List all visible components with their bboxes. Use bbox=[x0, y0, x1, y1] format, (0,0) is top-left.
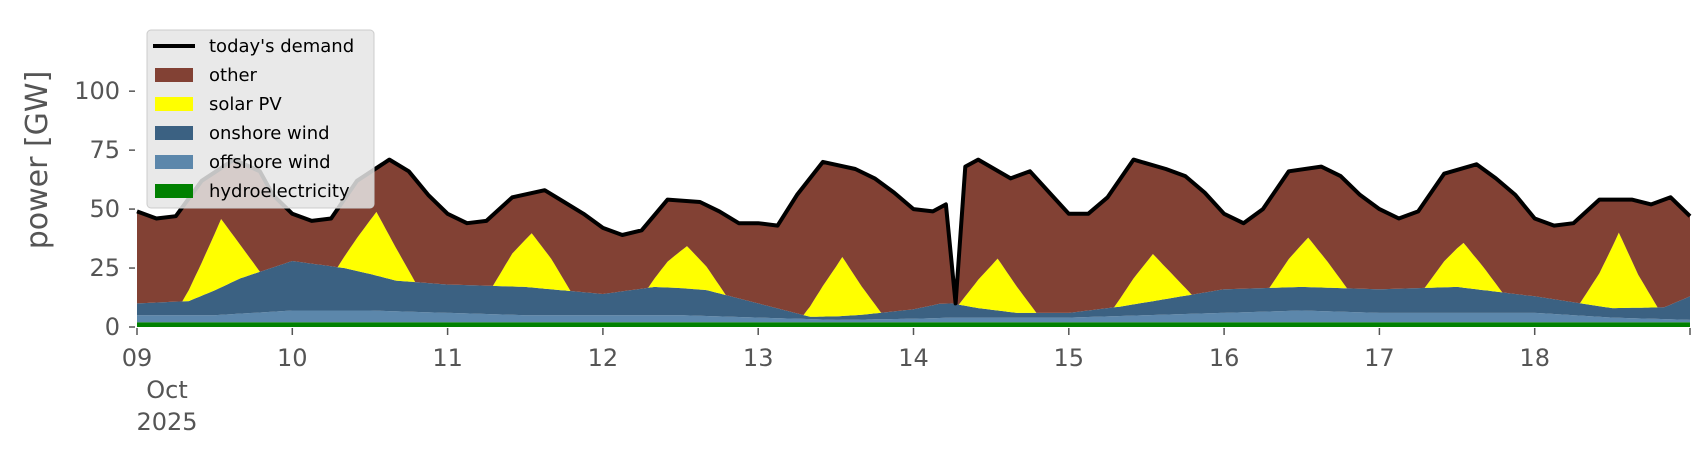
legend-label: offshore wind bbox=[209, 152, 331, 173]
y-tick-label: 100 bbox=[74, 77, 120, 105]
demand-line-layer bbox=[136, 157, 1692, 306]
x-tick-label: 16 bbox=[1209, 344, 1240, 372]
legend-label: other bbox=[209, 65, 258, 86]
x-tick-label: 15 bbox=[1054, 344, 1085, 372]
stacked-areas bbox=[137, 159, 1690, 327]
legend-swatch bbox=[155, 184, 193, 198]
legend-swatch bbox=[155, 68, 193, 82]
area-onshore-wind bbox=[137, 261, 1690, 320]
legend-swatch bbox=[155, 155, 193, 169]
y-tick-label: 75 bbox=[89, 136, 120, 164]
x-tick-label: Oct bbox=[146, 376, 188, 404]
x-tick-label: 09 bbox=[122, 344, 153, 372]
legend-label: hydroelectricity bbox=[209, 181, 350, 202]
x-tick-label: 18 bbox=[1519, 344, 1550, 372]
y-axis-label: power [GW] bbox=[20, 71, 55, 250]
x-tick-label: 10 bbox=[277, 344, 308, 372]
y-tick-label: 0 bbox=[105, 313, 120, 341]
y-tick-label: 50 bbox=[89, 195, 120, 223]
legend-swatch bbox=[155, 126, 193, 140]
y-axis: 0 25 50 75 100 bbox=[74, 77, 135, 341]
x-tick-label: 12 bbox=[588, 344, 619, 372]
demand-line bbox=[136, 157, 1692, 306]
legend-box bbox=[146, 29, 375, 209]
x-axis: 09 Oct 2025 10 11 12 13 14 15 16 17 18 bbox=[122, 328, 1691, 436]
legend-label: solar PV bbox=[209, 94, 282, 115]
y-tick-label: 25 bbox=[89, 254, 120, 282]
area-hydroelectricity bbox=[137, 322, 1690, 327]
x-tick-label: 2025 bbox=[136, 408, 197, 436]
legend-label: today's demand bbox=[209, 36, 354, 57]
area-other bbox=[137, 159, 1690, 316]
legend-label: onshore wind bbox=[209, 123, 330, 144]
legend-swatch bbox=[155, 97, 193, 111]
x-tick-label: 14 bbox=[898, 344, 929, 372]
area-offshore-wind bbox=[137, 310, 1690, 323]
x-tick-label: 17 bbox=[1364, 344, 1395, 372]
x-tick-label: 11 bbox=[432, 344, 463, 372]
x-tick-label: 13 bbox=[743, 344, 774, 372]
legend: today's demand other solar PV onshore wind o… bbox=[146, 29, 375, 209]
